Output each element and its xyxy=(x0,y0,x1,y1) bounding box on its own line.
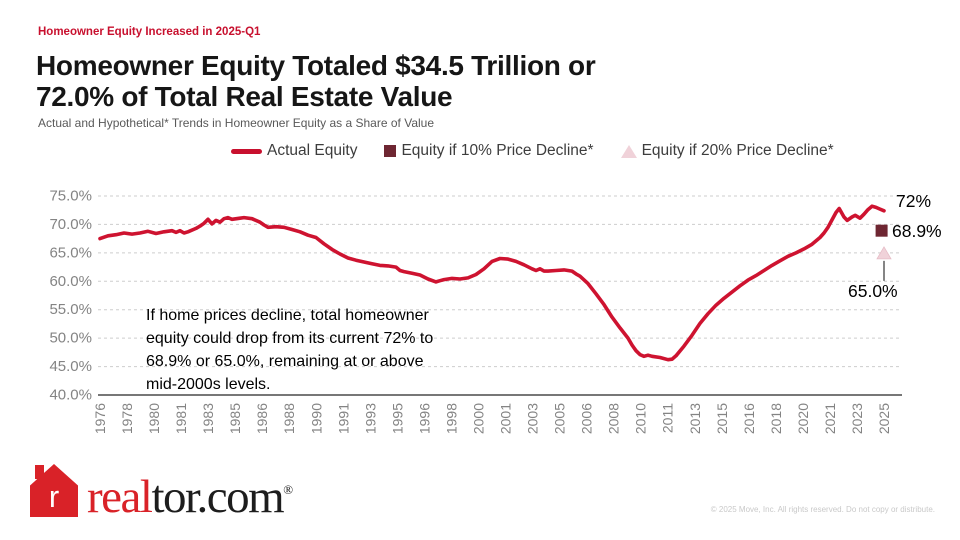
x-tick-label: 2013 xyxy=(687,403,703,434)
x-tick-label: 1995 xyxy=(389,403,405,434)
y-tick-label: 45.0% xyxy=(49,358,92,375)
x-tick-label: 2015 xyxy=(714,403,730,434)
logo-text-torcom: tor.com xyxy=(151,471,284,523)
x-tick-label: 1988 xyxy=(281,403,297,434)
x-tick-label: 2005 xyxy=(552,403,568,434)
actual-equity-line xyxy=(98,204,886,362)
x-tick-label: 1986 xyxy=(254,403,270,434)
x-tick-label: 2016 xyxy=(741,403,757,434)
x-tick-label: 1985 xyxy=(227,403,243,434)
callout-current-equity: 72% xyxy=(896,191,932,211)
page-title-line1: Homeowner Equity Totaled $34.5 Trillion … xyxy=(36,50,596,81)
chart-legend: Actual Equity Equity if 10% Price Declin… xyxy=(231,142,834,160)
registered-trademark-icon: ® xyxy=(283,482,294,497)
chart-subtitle: Actual and Hypothetical* Trends in Homeo… xyxy=(38,116,434,130)
annotation-line: If home prices decline, total homeowner xyxy=(146,307,429,324)
square-swatch-icon xyxy=(384,145,397,157)
x-tick-label: 1996 xyxy=(416,403,432,434)
svg-text:r: r xyxy=(49,479,59,514)
x-tick-label: 2001 xyxy=(498,403,514,434)
line-swatch-icon xyxy=(231,148,262,154)
y-tick-label: 70.0% xyxy=(49,216,92,233)
legend-label: Equity if 10% Price Decline* xyxy=(401,142,594,159)
x-tick-label: 2008 xyxy=(606,403,622,434)
legend-label: Actual Equity xyxy=(267,142,358,159)
x-tick-label: 1983 xyxy=(200,403,216,434)
x-tick-label: 1993 xyxy=(362,403,378,434)
x-tick-label: 2006 xyxy=(579,403,595,434)
annotation-line: 68.9% or 65.0%, remaining at or above xyxy=(146,353,424,370)
x-tick-label: 2011 xyxy=(660,403,676,433)
annotation-line: equity could drop from its current 72% t… xyxy=(146,330,434,347)
x-tick-label: 1990 xyxy=(308,403,324,434)
legend-item-10pct-decline: Equity if 10% Price Decline* xyxy=(384,142,594,160)
callout-10pct-decline: 68.9% xyxy=(892,221,942,241)
x-tick-label: 1981 xyxy=(173,403,189,434)
x-tick-label: 1980 xyxy=(146,403,162,434)
kicker: Homeowner Equity Increased in 2025-Q1 xyxy=(38,26,261,38)
callout-20pct-decline: 65.0% xyxy=(848,281,898,301)
x-tick-label: 2000 xyxy=(470,403,486,434)
x-tick-label: 2025 xyxy=(876,403,892,434)
y-tick-label: 75.0% xyxy=(49,188,92,205)
annotation-line: mid-2000s levels. xyxy=(146,376,271,393)
y-tick-label: 55.0% xyxy=(49,301,92,318)
y-tick-label: 60.0% xyxy=(49,273,92,290)
logo-wordmark: realtor.com® xyxy=(87,464,293,523)
realtor-logo: r realtor.com® xyxy=(30,464,293,523)
realtor-house-icon: r xyxy=(30,464,78,517)
y-tick-label: 65.0% xyxy=(49,244,92,261)
x-tick-label: 2023 xyxy=(849,403,865,434)
x-tick-label: 1991 xyxy=(335,403,351,434)
x-tick-label: 2018 xyxy=(768,403,784,434)
page-title-line2: 72.0% of Total Real Estate Value xyxy=(36,81,453,112)
logo-text-real: real xyxy=(87,471,153,523)
page-title: Homeowner Equity Totaled $34.5 Trillion … xyxy=(36,50,596,112)
x-tick-label: 1998 xyxy=(443,403,459,434)
legend-item-20pct-decline: Equity if 20% Price Decline* xyxy=(620,142,834,160)
x-tick-label: 2020 xyxy=(795,403,811,434)
marker-20pct-decline xyxy=(876,246,892,260)
y-tick-label: 40.0% xyxy=(49,387,92,404)
legend-label: Equity if 20% Price Decline* xyxy=(641,142,834,159)
chart-annotation: If home prices decline, total homeowner … xyxy=(146,304,433,396)
copyright-notice: © 2025 Move, Inc. All rights reserved. D… xyxy=(710,505,935,514)
triangle-swatch-icon xyxy=(620,144,637,158)
x-tick-label: 2010 xyxy=(633,403,649,434)
y-tick-label: 50.0% xyxy=(49,330,92,347)
x-tick-label: 1976 xyxy=(92,403,108,434)
legend-item-actual-equity: Actual Equity xyxy=(231,142,357,160)
x-tick-label: 1978 xyxy=(119,403,135,434)
marker-10pct-decline xyxy=(875,224,888,237)
x-tick-label: 2021 xyxy=(822,403,838,434)
x-tick-label: 2003 xyxy=(525,403,541,434)
